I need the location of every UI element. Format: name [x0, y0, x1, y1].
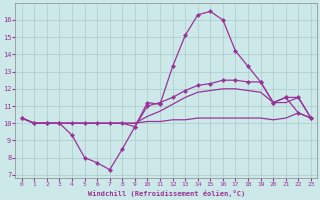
X-axis label: Windchill (Refroidissement éolien,°C): Windchill (Refroidissement éolien,°C) [88, 190, 245, 197]
